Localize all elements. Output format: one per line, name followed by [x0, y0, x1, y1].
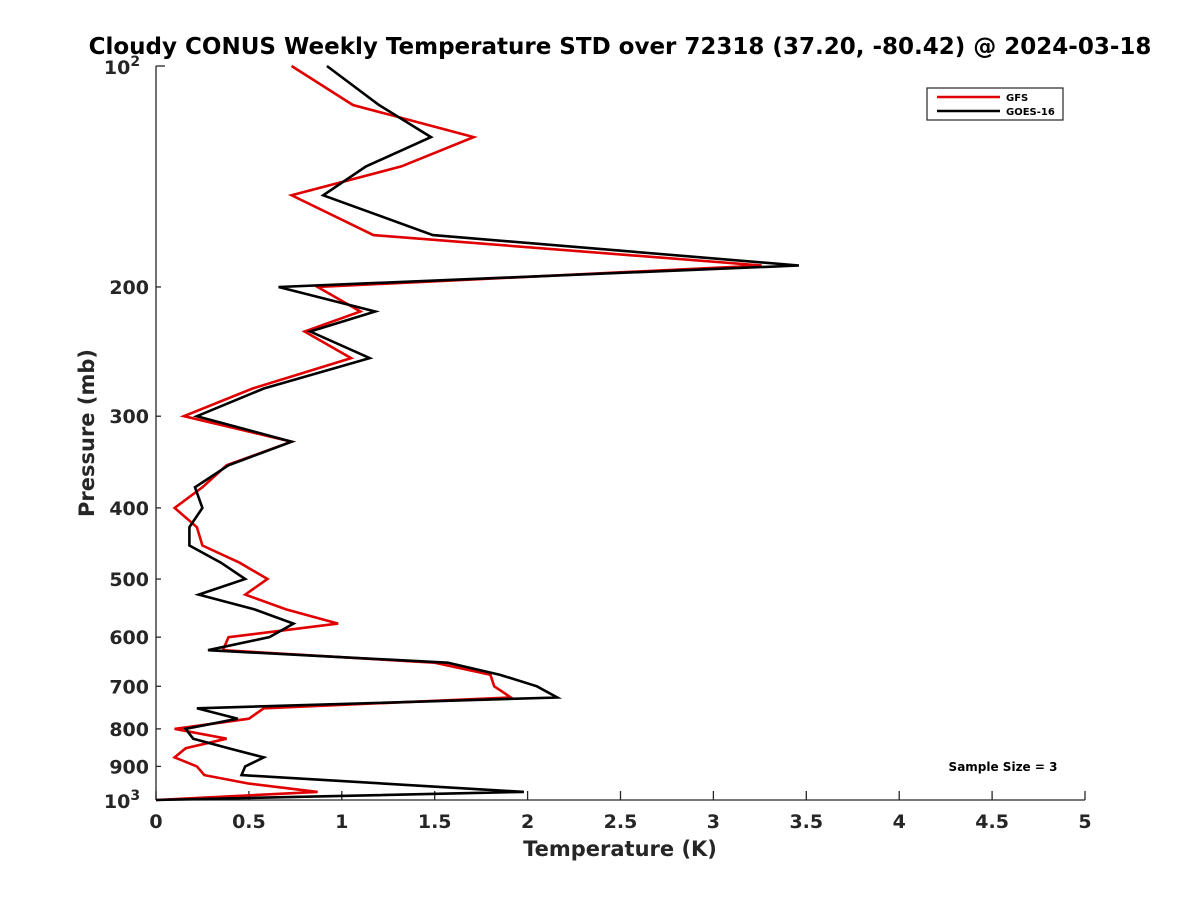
y-axis-label: Pressure (mb) [75, 349, 99, 517]
y-tick-label: 400 [109, 498, 149, 520]
x-tick-label: 1.5 [418, 811, 452, 833]
x-tick-label: 3.5 [789, 811, 823, 833]
x-tick-label: 2.5 [604, 811, 638, 833]
legend-box [926, 87, 1064, 121]
x-tick-label: 2 [521, 811, 534, 833]
legend: GFS GOES-16 [926, 87, 1064, 121]
x-tick-label: 1 [335, 811, 348, 833]
y-tick-label: 500 [109, 569, 149, 591]
x-axis-label: Temperature (K) [523, 837, 717, 861]
x-tick-label: 4.5 [975, 811, 1009, 833]
legend-label-gfs: GFS [1006, 93, 1028, 104]
series-layer [155, 64, 800, 802]
legend-label-goes-16: GOES-16 [1006, 107, 1055, 118]
x-tick-label: 0 [149, 811, 162, 833]
sample-size-annotation: Sample Size = 3 [949, 760, 1058, 774]
y-tick-label: 300 [109, 406, 149, 428]
x-tick-label: 5 [1078, 811, 1091, 833]
x-tick-label: 4 [893, 811, 906, 833]
y-tick-label: 900 [109, 756, 149, 778]
y-tick-label: 600 [109, 627, 149, 649]
y-tick-label: 700 [109, 676, 149, 698]
y-top-decade-label: 102 [104, 54, 140, 79]
x-tick-label: 0.5 [232, 811, 266, 833]
x-tick-label: 3 [707, 811, 720, 833]
y-tick-label: 200 [109, 277, 149, 299]
series-line-goes-16 [155, 64, 800, 802]
chart-title: Cloudy CONUS Weekly Temperature STD over… [89, 34, 1152, 60]
y-tick-label: 800 [109, 719, 149, 741]
series-line-gfs [155, 64, 762, 802]
axes: 0 0.5 1 1.5 2 2.5 3 3.5 4 4.5 5 200 300 400 500 600 700 8… [104, 54, 1092, 833]
y-bottom-decade-label: 103 [104, 788, 140, 813]
